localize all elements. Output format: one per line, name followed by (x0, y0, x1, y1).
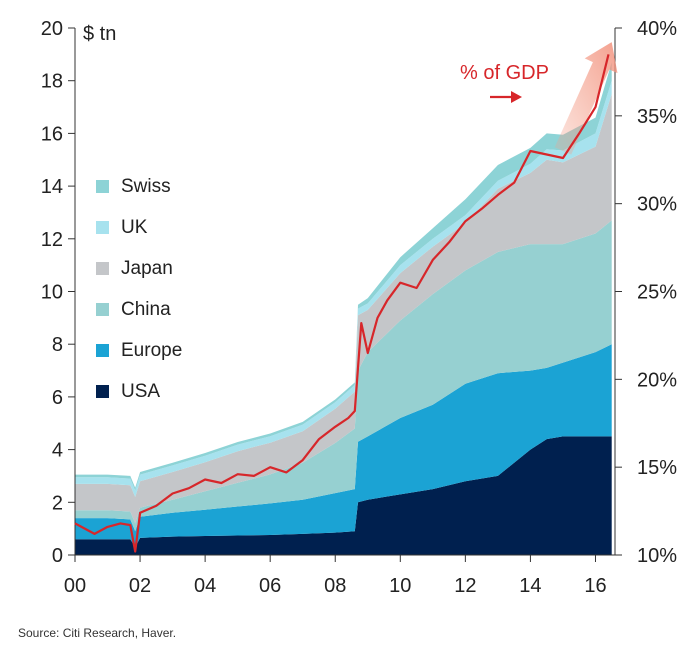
left-tick-label: 2 (52, 492, 63, 514)
area-layers (75, 62, 612, 555)
legend-label-swiss: Swiss (121, 176, 171, 197)
right-tick-label: 15% (637, 457, 677, 479)
left-tick-label: 20 (41, 18, 63, 40)
legend-swatch-swiss (96, 180, 109, 193)
legend: Swiss UK Japan China Europe USA (96, 176, 182, 402)
legend-label-usa: USA (121, 381, 160, 402)
area-china (75, 220, 612, 532)
left-tick-label: 0 (52, 545, 63, 567)
area-usa (75, 436, 612, 555)
area-europe (75, 344, 612, 548)
legend-swatch-europe (96, 344, 109, 357)
legend-swatch-japan (96, 262, 109, 275)
axes: 0 2 4 6 8 10 12 14 16 18 20 10% 15% 20% 25% 30% 35% 4 0 % … (41, 18, 677, 597)
x-tick-label: 08 (324, 575, 346, 597)
right-axis-ticks: 10% 15% 20% 25% 30% 35% 40% (615, 18, 677, 567)
x-tick-label: 10 (389, 575, 411, 597)
right-tick-label: 35% (637, 106, 677, 128)
legend-swatch-uk (96, 221, 109, 234)
x-tick-label: 04 (194, 575, 216, 597)
legend-label-china: China (121, 299, 171, 320)
legend-swatch-usa (96, 385, 109, 398)
left-tick-label: 12 (41, 229, 63, 251)
right-tick-label: 20% (637, 369, 677, 391)
gdp-line (74, 54, 610, 553)
x-tick-label: 00 (64, 575, 86, 597)
source-note: Source: Citi Research, Haver. (18, 626, 176, 640)
left-tick-label: 10 (41, 282, 63, 304)
x-tick-label: 02 (129, 575, 151, 597)
legend-swatch-china (96, 303, 109, 316)
x-tick-label: 16 (584, 575, 606, 597)
annotation-arrow-icon (490, 91, 522, 103)
annotation-arrow-head (511, 91, 522, 103)
trend-arrow-shape (554, 42, 618, 155)
x-tick-label: 12 (454, 575, 476, 597)
left-tick-label: 4 (52, 440, 63, 462)
right-tick-label: 40% (637, 18, 677, 40)
right-tick-label: 25% (637, 282, 677, 304)
left-axis-unit: $ tn (83, 23, 116, 45)
x-axis-ticks: 00 02 04 06 08 10 12 14 16 (64, 555, 607, 597)
left-axis-ticks: 0 2 4 6 8 10 12 14 16 18 20 (41, 18, 75, 567)
x-tick-label: 06 (259, 575, 281, 597)
right-tick-label: 30% (637, 194, 677, 216)
right-tick-label: 10% (637, 545, 677, 567)
legend-label-uk: UK (121, 217, 148, 238)
left-tick-label: 18 (41, 71, 63, 93)
x-tick-label: 14 (519, 575, 541, 597)
left-tick-label: 14 (41, 176, 63, 198)
left-tick-label: 8 (52, 334, 63, 356)
left-tick-label: 6 (52, 387, 63, 409)
legend-label-europe: Europe (121, 340, 182, 361)
gdp-annotation: % of GDP (460, 62, 549, 84)
left-tick-label: 16 (41, 123, 63, 145)
legend-label-japan: Japan (121, 258, 173, 279)
trend-arrow (554, 42, 618, 155)
